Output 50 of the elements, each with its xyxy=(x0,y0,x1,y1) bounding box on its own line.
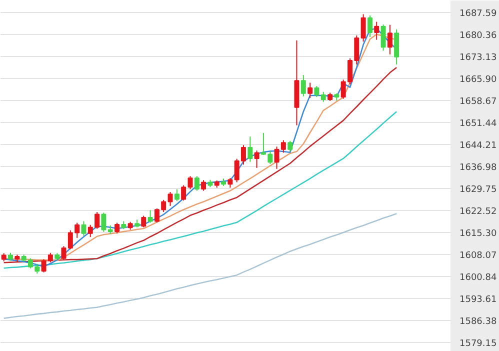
candlestick xyxy=(228,177,233,188)
candlestick xyxy=(48,252,53,263)
candlestick xyxy=(274,146,280,170)
candlestick xyxy=(181,184,186,202)
y-tick-label: 1665.90 xyxy=(460,74,497,85)
y-tick-label: 1615.30 xyxy=(460,228,497,239)
candlestick xyxy=(300,74,306,97)
y-tick-label: 1644.21 xyxy=(460,140,497,151)
candlestick xyxy=(141,215,146,228)
y-tick-label: 1651.44 xyxy=(460,118,497,129)
candlestick xyxy=(174,188,180,202)
candlestick xyxy=(280,140,286,154)
y-tick-label: 1579.15 xyxy=(460,339,497,350)
y-tick-label: 1593.61 xyxy=(460,295,497,305)
candlestick xyxy=(114,222,120,234)
candlestick xyxy=(41,258,46,273)
candlestick xyxy=(148,210,153,224)
candlestick xyxy=(394,28,400,65)
candlestick xyxy=(234,158,240,183)
candlestick xyxy=(194,176,200,192)
candlestick xyxy=(308,82,313,98)
line-series xyxy=(3,66,398,264)
candlestick xyxy=(240,144,246,166)
candlestick xyxy=(374,21,380,40)
candlestick xyxy=(254,150,260,168)
candlestick xyxy=(188,176,193,190)
y-tick-label: 1673.13 xyxy=(460,52,497,63)
y-tick-label: 1622.52 xyxy=(460,206,497,217)
candlestick xyxy=(288,140,293,152)
candlestick xyxy=(248,136,253,162)
y-tick-label: 1629.75 xyxy=(460,184,497,195)
y-tick-label: 1636.98 xyxy=(460,162,497,173)
candlestick xyxy=(380,24,386,52)
line-series xyxy=(3,212,398,319)
candlestick xyxy=(81,220,86,236)
y-tick-label: 1658.67 xyxy=(460,96,497,107)
y-tick-label: 1600.84 xyxy=(460,272,497,283)
candlestick xyxy=(168,191,173,206)
candlestick xyxy=(360,14,366,42)
y-tick-label: 1608.07 xyxy=(460,250,497,261)
candlestick xyxy=(367,14,372,38)
y-tick-label: 1586.38 xyxy=(460,317,497,328)
candlestick xyxy=(387,24,392,55)
candlestick xyxy=(314,86,320,98)
y-tick-label: 1687.59 xyxy=(460,8,497,19)
y-tick-label: 1680.36 xyxy=(460,30,497,41)
candlestick xyxy=(101,212,106,232)
candlestick xyxy=(61,246,66,260)
candlestick xyxy=(201,180,206,192)
candlestick xyxy=(320,91,326,102)
